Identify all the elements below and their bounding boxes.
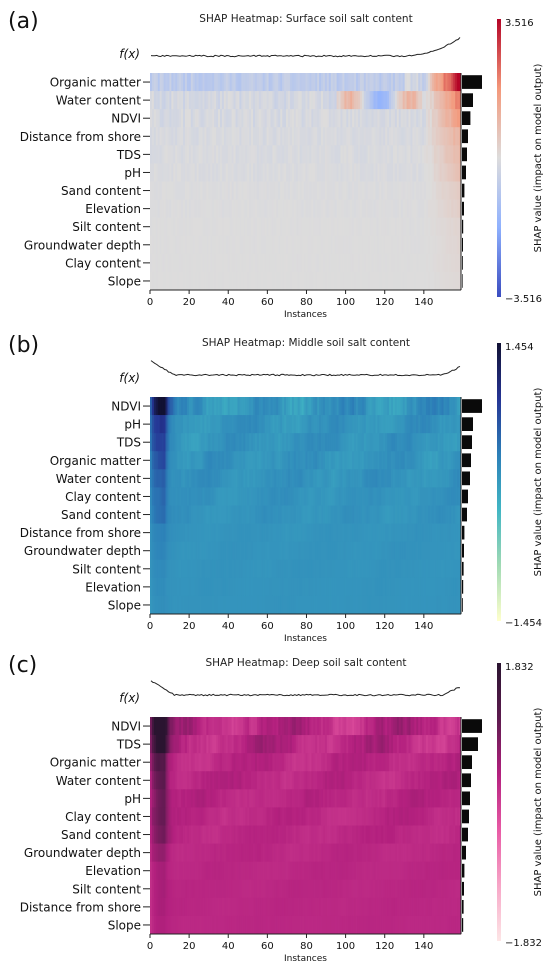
feature-label: NDVI: [111, 112, 141, 126]
importance-bar: [462, 453, 471, 467]
colorbar-min-label: −1.454: [505, 618, 542, 629]
panel-2: (b) SHAP Heatmap: Middle soil salt conten…: [8, 333, 544, 644]
importance-bar: [462, 580, 463, 594]
importance-bar: [462, 93, 473, 107]
x-axis-label: Instances: [284, 634, 327, 644]
feature-label: Organic matter: [50, 76, 141, 90]
importance-bar: [462, 435, 472, 449]
importance-bar: [462, 202, 464, 216]
fx-label: f(x): [119, 47, 140, 61]
importance-bar: [462, 472, 470, 486]
chart-title: SHAP Heatmap: Surface soil salt content: [199, 13, 412, 25]
colorbar-label: SHAP value (impact on model output): [533, 64, 544, 253]
x-tick-label: 0: [147, 297, 153, 308]
x-tick-label: 40: [222, 621, 235, 632]
x-tick-label: 100: [336, 297, 355, 308]
feature-label: Clay content: [65, 256, 141, 270]
feature-label: Groundwater depth: [24, 238, 141, 252]
panel-label: (b): [8, 333, 39, 358]
panel-1: (a) SHAP Heatmap: Surface soil salt conte…: [8, 9, 544, 320]
heatmap-cells: [150, 73, 461, 290]
feature-label: Sand content: [61, 184, 141, 198]
fx-label: f(x): [119, 691, 140, 705]
colorbar-max-label: 3.516: [505, 18, 534, 29]
panel-label: (c): [8, 653, 37, 678]
importance-bar: [462, 256, 463, 270]
x-tick-label: 0: [147, 621, 153, 632]
importance-bar: [462, 598, 463, 612]
feature-label: Slope: [108, 598, 141, 612]
x-tick-label: 140: [414, 297, 433, 308]
importance-bar: [462, 220, 463, 234]
fx-line: [151, 37, 460, 56]
feature-label: Silt content: [72, 562, 141, 576]
feature-label: Groundwater depth: [24, 544, 141, 558]
x-tick-label: 60: [261, 621, 274, 632]
x-tick-label: 80: [300, 621, 313, 632]
x-tick-label: 20: [183, 297, 196, 308]
importance-bar: [462, 526, 464, 540]
feature-label: TDS: [116, 148, 141, 162]
importance-bar: [462, 75, 482, 89]
heatmap-cells: [150, 397, 461, 614]
feature-label: Slope: [108, 274, 141, 288]
importance-bar: [462, 490, 468, 504]
x-tick-label: 80: [300, 297, 313, 308]
feature-label: Sand content: [61, 508, 141, 522]
fx-line: [151, 361, 460, 376]
colorbar: [497, 19, 501, 297]
importance-bar: [462, 544, 464, 558]
feature-label: Elevation: [85, 580, 141, 594]
feature-label: TDS: [116, 436, 141, 450]
importance-bar: [462, 148, 467, 162]
importance-bar: [462, 508, 467, 522]
importance-bar: [462, 417, 473, 431]
x-tick-label: 100: [336, 621, 355, 632]
importance-bar: [462, 184, 464, 198]
x-tick-label: 20: [183, 621, 196, 632]
colorbar: [497, 343, 501, 621]
colorbar-label: SHAP value (impact on model output): [533, 388, 544, 577]
x-tick-label: 40: [222, 297, 235, 308]
feature-label: Organic matter: [50, 454, 141, 468]
feature-label: pH: [124, 418, 141, 432]
chart-title: SHAP Heatmap: Middle soil salt content: [202, 337, 410, 349]
importance-bar: [462, 399, 482, 413]
feature-label: Clay content: [65, 490, 141, 504]
chart-title: SHAP Heatmap: Deep soil salt content: [205, 657, 406, 669]
feature-label: NDVI: [111, 400, 141, 414]
feature-label: Elevation: [85, 202, 141, 216]
x-tick-label: 120: [375, 621, 394, 632]
importance-bar: [462, 111, 470, 125]
x-axis-label: Instances: [284, 310, 327, 320]
x-tick-label: 140: [414, 621, 433, 632]
panel-label: (a): [8, 9, 39, 34]
feature-label: Water content: [56, 94, 142, 108]
fx-label: f(x): [119, 371, 140, 385]
heatmap-cells: [150, 717, 461, 934]
fx-line: [151, 681, 460, 696]
feature-label: Distance from shore: [20, 526, 141, 540]
x-tick-label: 120: [375, 297, 394, 308]
importance-bar: [462, 129, 468, 143]
importance-bar: [462, 238, 463, 252]
colorbar-min-label: −3.516: [505, 294, 542, 305]
x-tick-label: 60: [261, 297, 274, 308]
feature-label: Distance from shore: [20, 130, 141, 144]
feature-label: pH: [124, 166, 141, 180]
importance-bar: [462, 274, 463, 288]
panel-3: (c) SHAP Heatmap: Deep soil salt content f…: [8, 653, 544, 964]
feature-label: Water content: [56, 472, 142, 486]
importance-bar: [462, 562, 464, 576]
feature-label: Silt content: [72, 220, 141, 234]
importance-bar: [462, 166, 466, 180]
colorbar-max-label: 1.454: [505, 342, 534, 353]
